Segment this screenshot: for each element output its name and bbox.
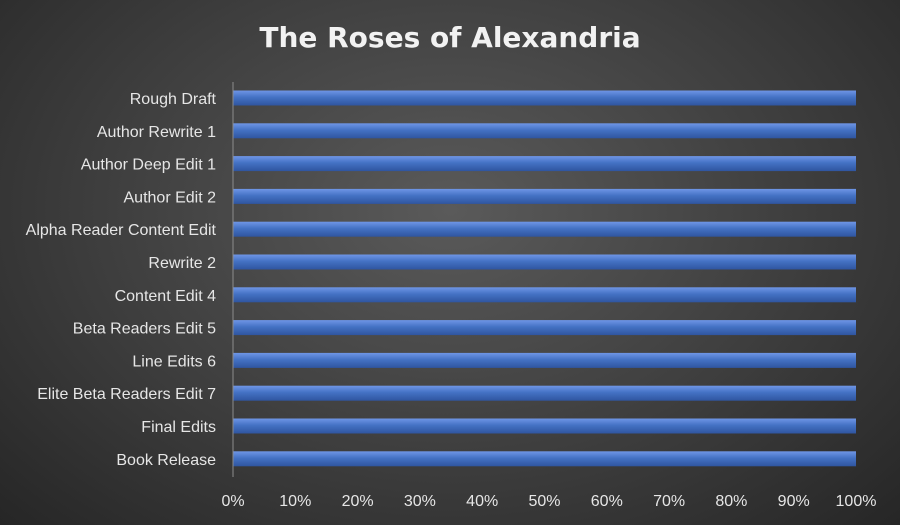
x-tick-label-6: 60%	[591, 493, 623, 510]
bar-6	[233, 287, 856, 303]
x-tick-label-8: 80%	[715, 493, 747, 510]
chart-title: The Roses of Alexandria	[259, 21, 640, 54]
bar-11	[233, 451, 856, 467]
category-label-10: Final Edits	[141, 419, 216, 436]
bar-5	[233, 254, 856, 270]
bars-group	[233, 90, 856, 467]
x-tick-label-10: 100%	[836, 493, 877, 510]
bar-1	[233, 123, 856, 139]
x-tick-label-9: 90%	[778, 493, 810, 510]
x-tick-label-2: 20%	[342, 493, 374, 510]
category-label-9: Elite Beta Readers Edit 7	[37, 386, 216, 403]
x-tick-label-5: 50%	[528, 493, 560, 510]
category-label-0: Rough Draft	[130, 91, 217, 108]
category-label-6: Content Edit 4	[115, 288, 217, 305]
bar-8	[233, 352, 856, 368]
bar-7	[233, 320, 856, 336]
x-tick-label-0: 0%	[221, 493, 244, 510]
bar-10	[233, 418, 856, 434]
bar-0	[233, 90, 856, 106]
bar-9	[233, 385, 856, 401]
category-label-2: Author Deep Edit 1	[81, 157, 216, 174]
x-tick-label-4: 40%	[466, 493, 498, 510]
bar-3	[233, 188, 856, 204]
category-label-8: Line Edits 6	[132, 353, 216, 370]
x-tick-label-3: 30%	[404, 493, 436, 510]
category-label-7: Beta Readers Edit 5	[73, 321, 216, 338]
category-label-3: Author Edit 2	[124, 189, 217, 206]
x-tick-labels: 0% 10% 20% 30% 40% 50% 60% 70% 80% 90% 100%	[221, 493, 876, 510]
x-tick-label-1: 10%	[279, 493, 311, 510]
category-label-5: Rewrite 2	[148, 255, 216, 272]
category-labels: Rough Draft Author Rewrite 1 Author Deep E…	[26, 91, 217, 469]
category-label-4: Alpha Reader Content Edit	[26, 222, 217, 239]
bar-4	[233, 221, 856, 237]
category-label-1: Author Rewrite 1	[97, 124, 216, 141]
x-tick-label-7: 70%	[653, 493, 685, 510]
category-label-11: Book Release	[116, 452, 216, 469]
bar-2	[233, 156, 856, 172]
